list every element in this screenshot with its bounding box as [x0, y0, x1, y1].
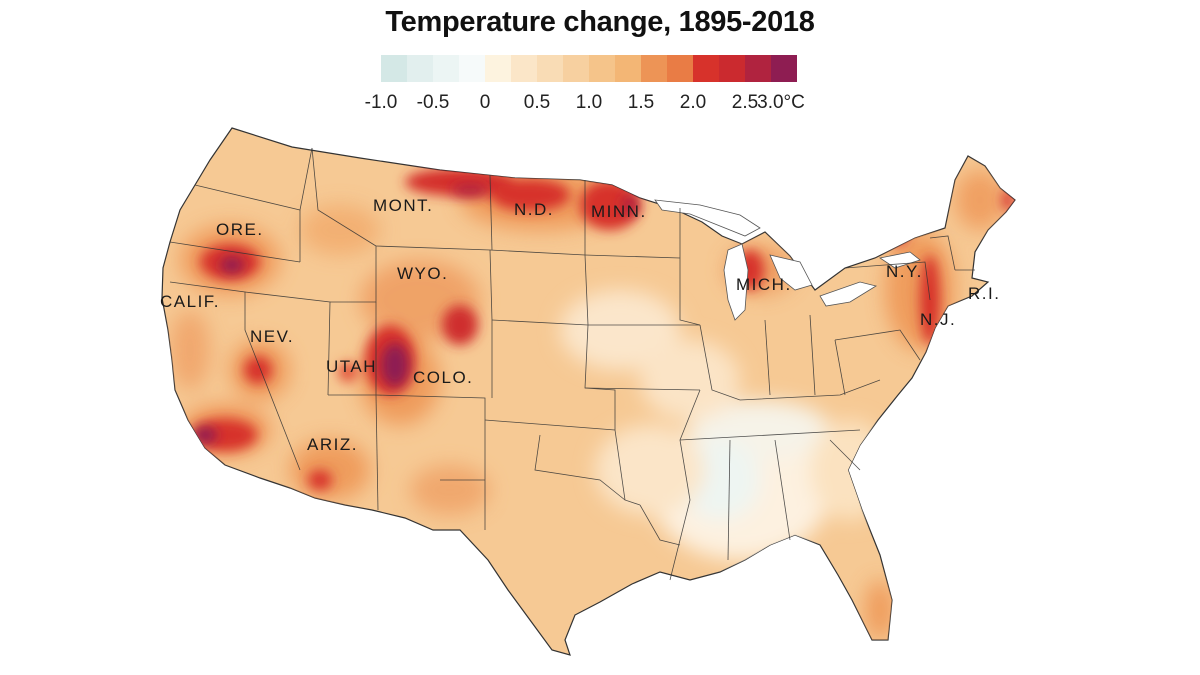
label-north-dakota: N.D.: [514, 200, 554, 219]
legend-tick: -1.0: [364, 92, 398, 113]
legend-swatch: [615, 55, 641, 82]
legend-swatch: [563, 55, 589, 82]
temperature-fill: [170, 168, 1014, 640]
legend-swatch: [641, 55, 667, 82]
legend-tick: 1.5: [627, 92, 655, 113]
legend-color-bar: [381, 55, 797, 82]
legend-swatch: [537, 55, 563, 82]
great-lakes: [654, 199, 921, 321]
legend-tick: -0.5: [416, 92, 450, 113]
label-rhode-island: R.I.: [968, 284, 1000, 303]
legend-swatch: [589, 55, 615, 82]
legend-swatch: [693, 55, 719, 82]
legend-swatch: [485, 55, 511, 82]
legend-tick: 3.0°C: [757, 92, 805, 113]
legend-swatch: [407, 55, 433, 82]
legend-swatch: [511, 55, 537, 82]
legend-tick: 2.0: [679, 92, 707, 113]
legend-swatch: [771, 55, 797, 82]
label-oregon: ORE.: [216, 220, 264, 239]
legend-tick: 1.0: [575, 92, 603, 113]
label-wyoming: WYO.: [397, 264, 448, 283]
legend-swatch: [719, 55, 745, 82]
legend-swatch: [667, 55, 693, 82]
legend-tick: 0.5: [523, 92, 551, 113]
label-arizona: ARIZ.: [307, 435, 358, 454]
label-california: CALIF.: [160, 292, 220, 311]
legend-tick: 2.5: [731, 92, 759, 113]
map-title: Temperature change, 1895-2018: [385, 6, 815, 38]
label-nevada: NEV.: [250, 327, 294, 346]
state-boundaries: [169, 147, 975, 581]
label-minnesota: MINN.: [591, 202, 647, 221]
legend-swatch: [433, 55, 459, 82]
label-michigan: MICH.: [736, 275, 792, 294]
legend-swatch: [381, 55, 407, 82]
color-legend: -1.0 -0.5 0 0.5 1.0 1.5 2.0 2.5 3.0°C: [365, 55, 805, 115]
legend-swatch: [745, 55, 771, 82]
label-colorado: COLO.: [413, 368, 473, 387]
label-new-york: N.Y.: [886, 262, 923, 281]
legend-swatch: [459, 55, 485, 82]
label-new-jersey: N.J.: [920, 310, 956, 329]
legend-tick: 0: [479, 92, 491, 113]
state-labels: MONT. N.D. MINN. ORE. WYO. CALIF. NEV. U…: [160, 196, 1000, 454]
label-utah: UTAH: [326, 357, 377, 376]
label-montana: MONT.: [373, 196, 433, 215]
